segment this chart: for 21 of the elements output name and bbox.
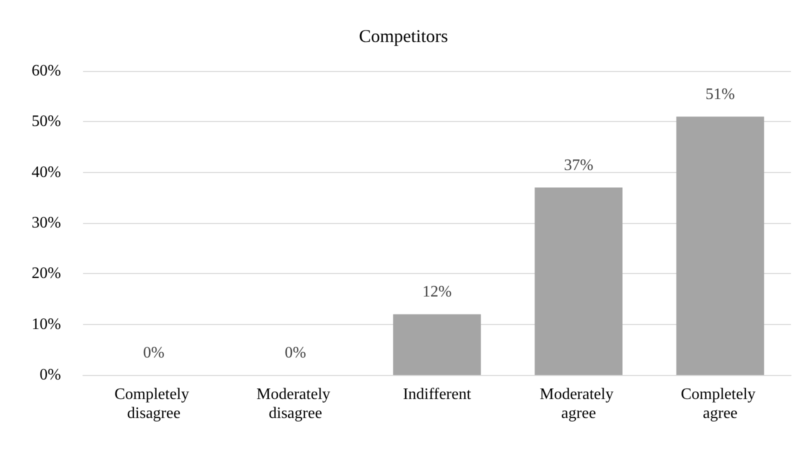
- x-tick-label: Completely agree: [680, 386, 760, 422]
- data-label: 37%: [564, 157, 594, 174]
- y-tick-label: 40%: [32, 164, 61, 181]
- x-tick-label: Moderately disagree: [256, 386, 334, 422]
- bar: [393, 314, 481, 375]
- y-tick-label: 10%: [32, 316, 61, 333]
- x-tick-label: Indifferent: [402, 386, 472, 403]
- data-label: 0%: [143, 344, 164, 362]
- y-tick-label: 30%: [32, 214, 61, 232]
- data-label: 51%: [706, 86, 735, 104]
- bar: [534, 188, 622, 375]
- y-tick-label: 0%: [40, 366, 61, 384]
- y-tick-label: 20%: [32, 265, 61, 282]
- x-tick-label: Moderately agree: [540, 386, 618, 422]
- x-tick-label: Completely disagree: [114, 386, 194, 422]
- bar: [676, 116, 764, 375]
- y-tick-label: 60%: [32, 62, 61, 80]
- y-tick-label: 50%: [32, 113, 61, 130]
- chart-title: Competitors: [359, 26, 448, 46]
- data-label: 12%: [422, 284, 452, 301]
- data-label: 0%: [284, 344, 306, 362]
